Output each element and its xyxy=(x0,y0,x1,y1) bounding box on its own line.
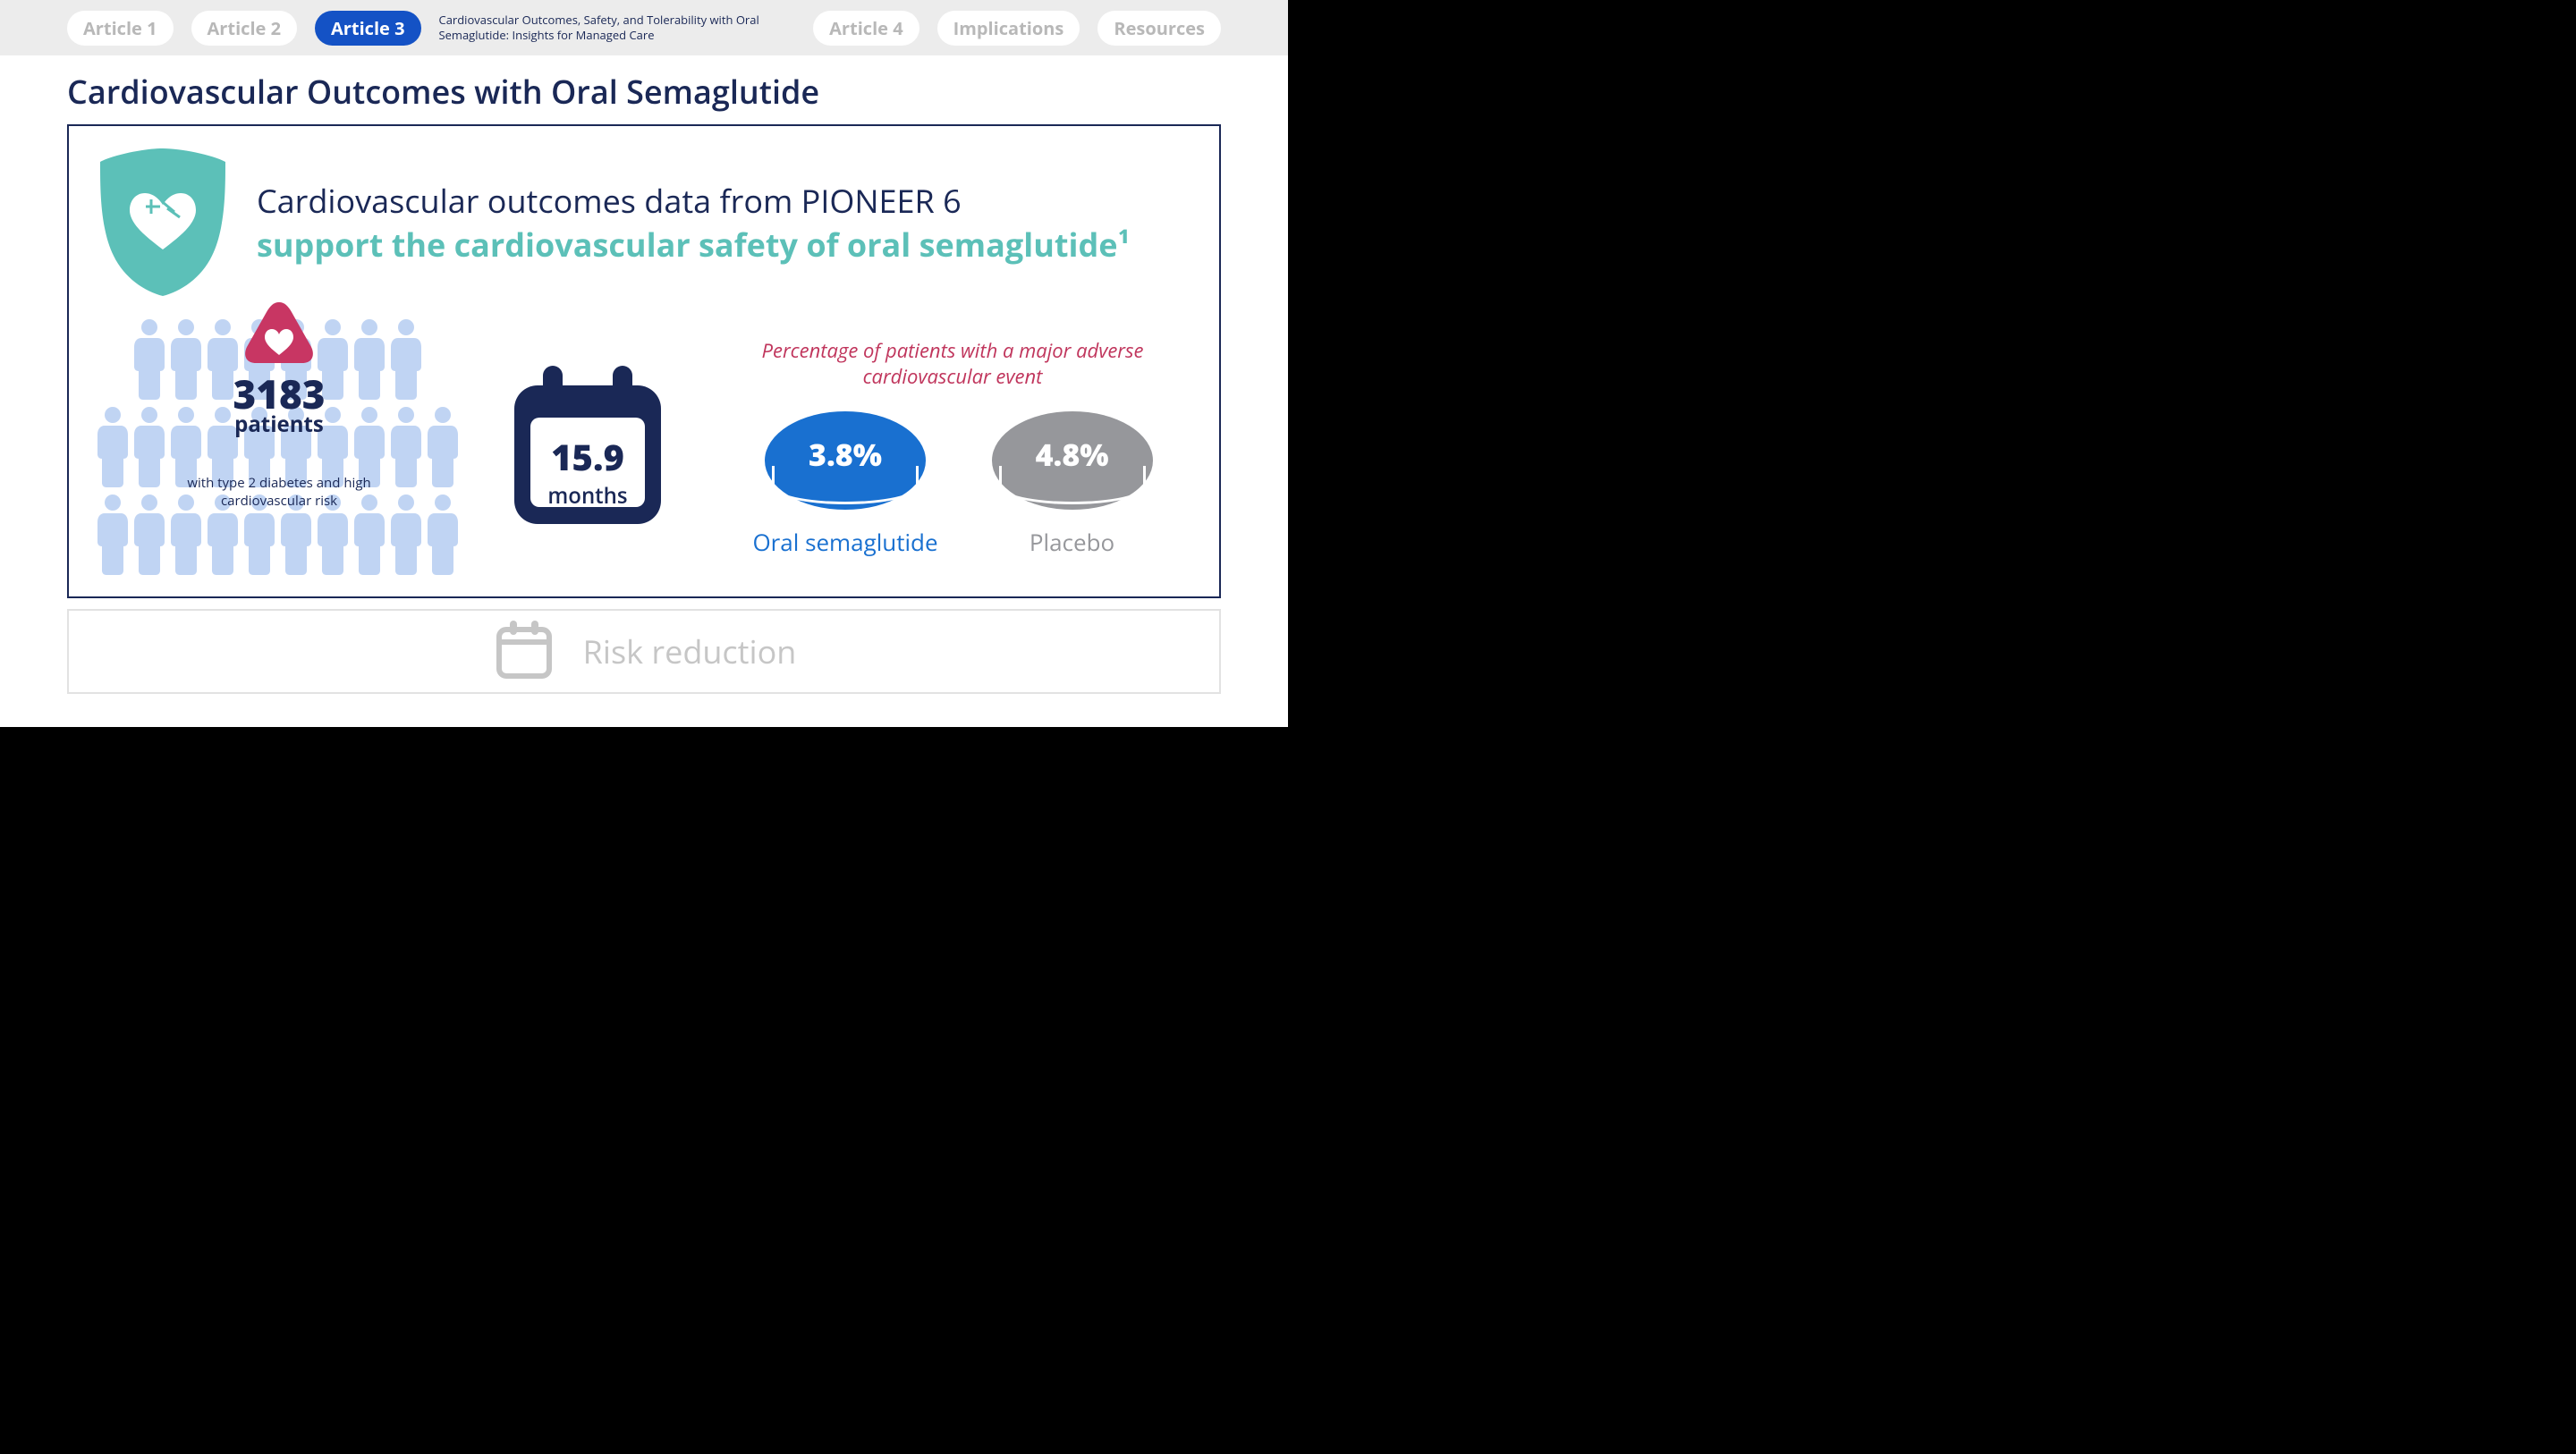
duration-stat: 15.9 months xyxy=(498,359,677,537)
nav-subtitle: Cardiovascular Outcomes, Safety, and Tol… xyxy=(439,13,761,43)
pill-semaglutide-value: 3.8% xyxy=(809,434,882,475)
nav-tab-article2[interactable]: Article 2 xyxy=(191,11,298,46)
pill-placebo-label: Placebo xyxy=(992,526,1153,558)
risk-reduction-panel[interactable]: Risk reduction xyxy=(67,609,1221,694)
nav-tab-implications[interactable]: Implications xyxy=(937,11,1080,46)
pill-placebo-value: 4.8% xyxy=(1036,434,1109,475)
heart-triangle-icon xyxy=(243,299,315,370)
patient-label: patients xyxy=(163,410,395,439)
risk-reduction-label: Risk reduction xyxy=(583,630,797,673)
nav-tab-article4[interactable]: Article 4 xyxy=(813,11,919,46)
pill-semaglutide-icon: 3.8% xyxy=(765,411,926,510)
patient-sublabel: with type 2 diabetes and high cardiovasc… xyxy=(163,475,395,510)
calendar-unit: months xyxy=(498,481,677,511)
top-navigation: Article 1 Article 2 Article 3 Cardiovasc… xyxy=(0,0,1288,55)
page-title: Cardiovascular Outcomes with Oral Semagl… xyxy=(67,70,1288,114)
nav-tab-resources[interactable]: Resources xyxy=(1097,11,1221,46)
shield-heart-icon xyxy=(96,144,230,300)
nav-tab-article3[interactable]: Article 3 xyxy=(315,11,421,46)
hero-line2: support the cardiovascular safety of ora… xyxy=(257,223,1192,266)
hero-line1: Cardiovascular outcomes data from PIONEE… xyxy=(257,179,1192,223)
calendar-value: 15.9 xyxy=(498,432,677,481)
calendar-icon: 15.9 months xyxy=(498,359,677,537)
calendar-outline-icon xyxy=(492,617,556,686)
patient-count: 3183 xyxy=(163,374,395,413)
nav-tab-article1[interactable]: Article 1 xyxy=(67,11,174,46)
main-infographic-panel: Cardiovascular outcomes data from PIONEE… xyxy=(67,124,1221,598)
mace-title: Percentage of patients with a major adve… xyxy=(713,338,1192,389)
mace-stat: Percentage of patients with a major adve… xyxy=(713,338,1192,557)
pill-semaglutide-label: Oral semaglutide xyxy=(752,526,937,558)
patients-stat: 3183 patients with type 2 diabetes and h… xyxy=(96,318,462,578)
pill-placebo-icon: 4.8% xyxy=(992,411,1153,510)
